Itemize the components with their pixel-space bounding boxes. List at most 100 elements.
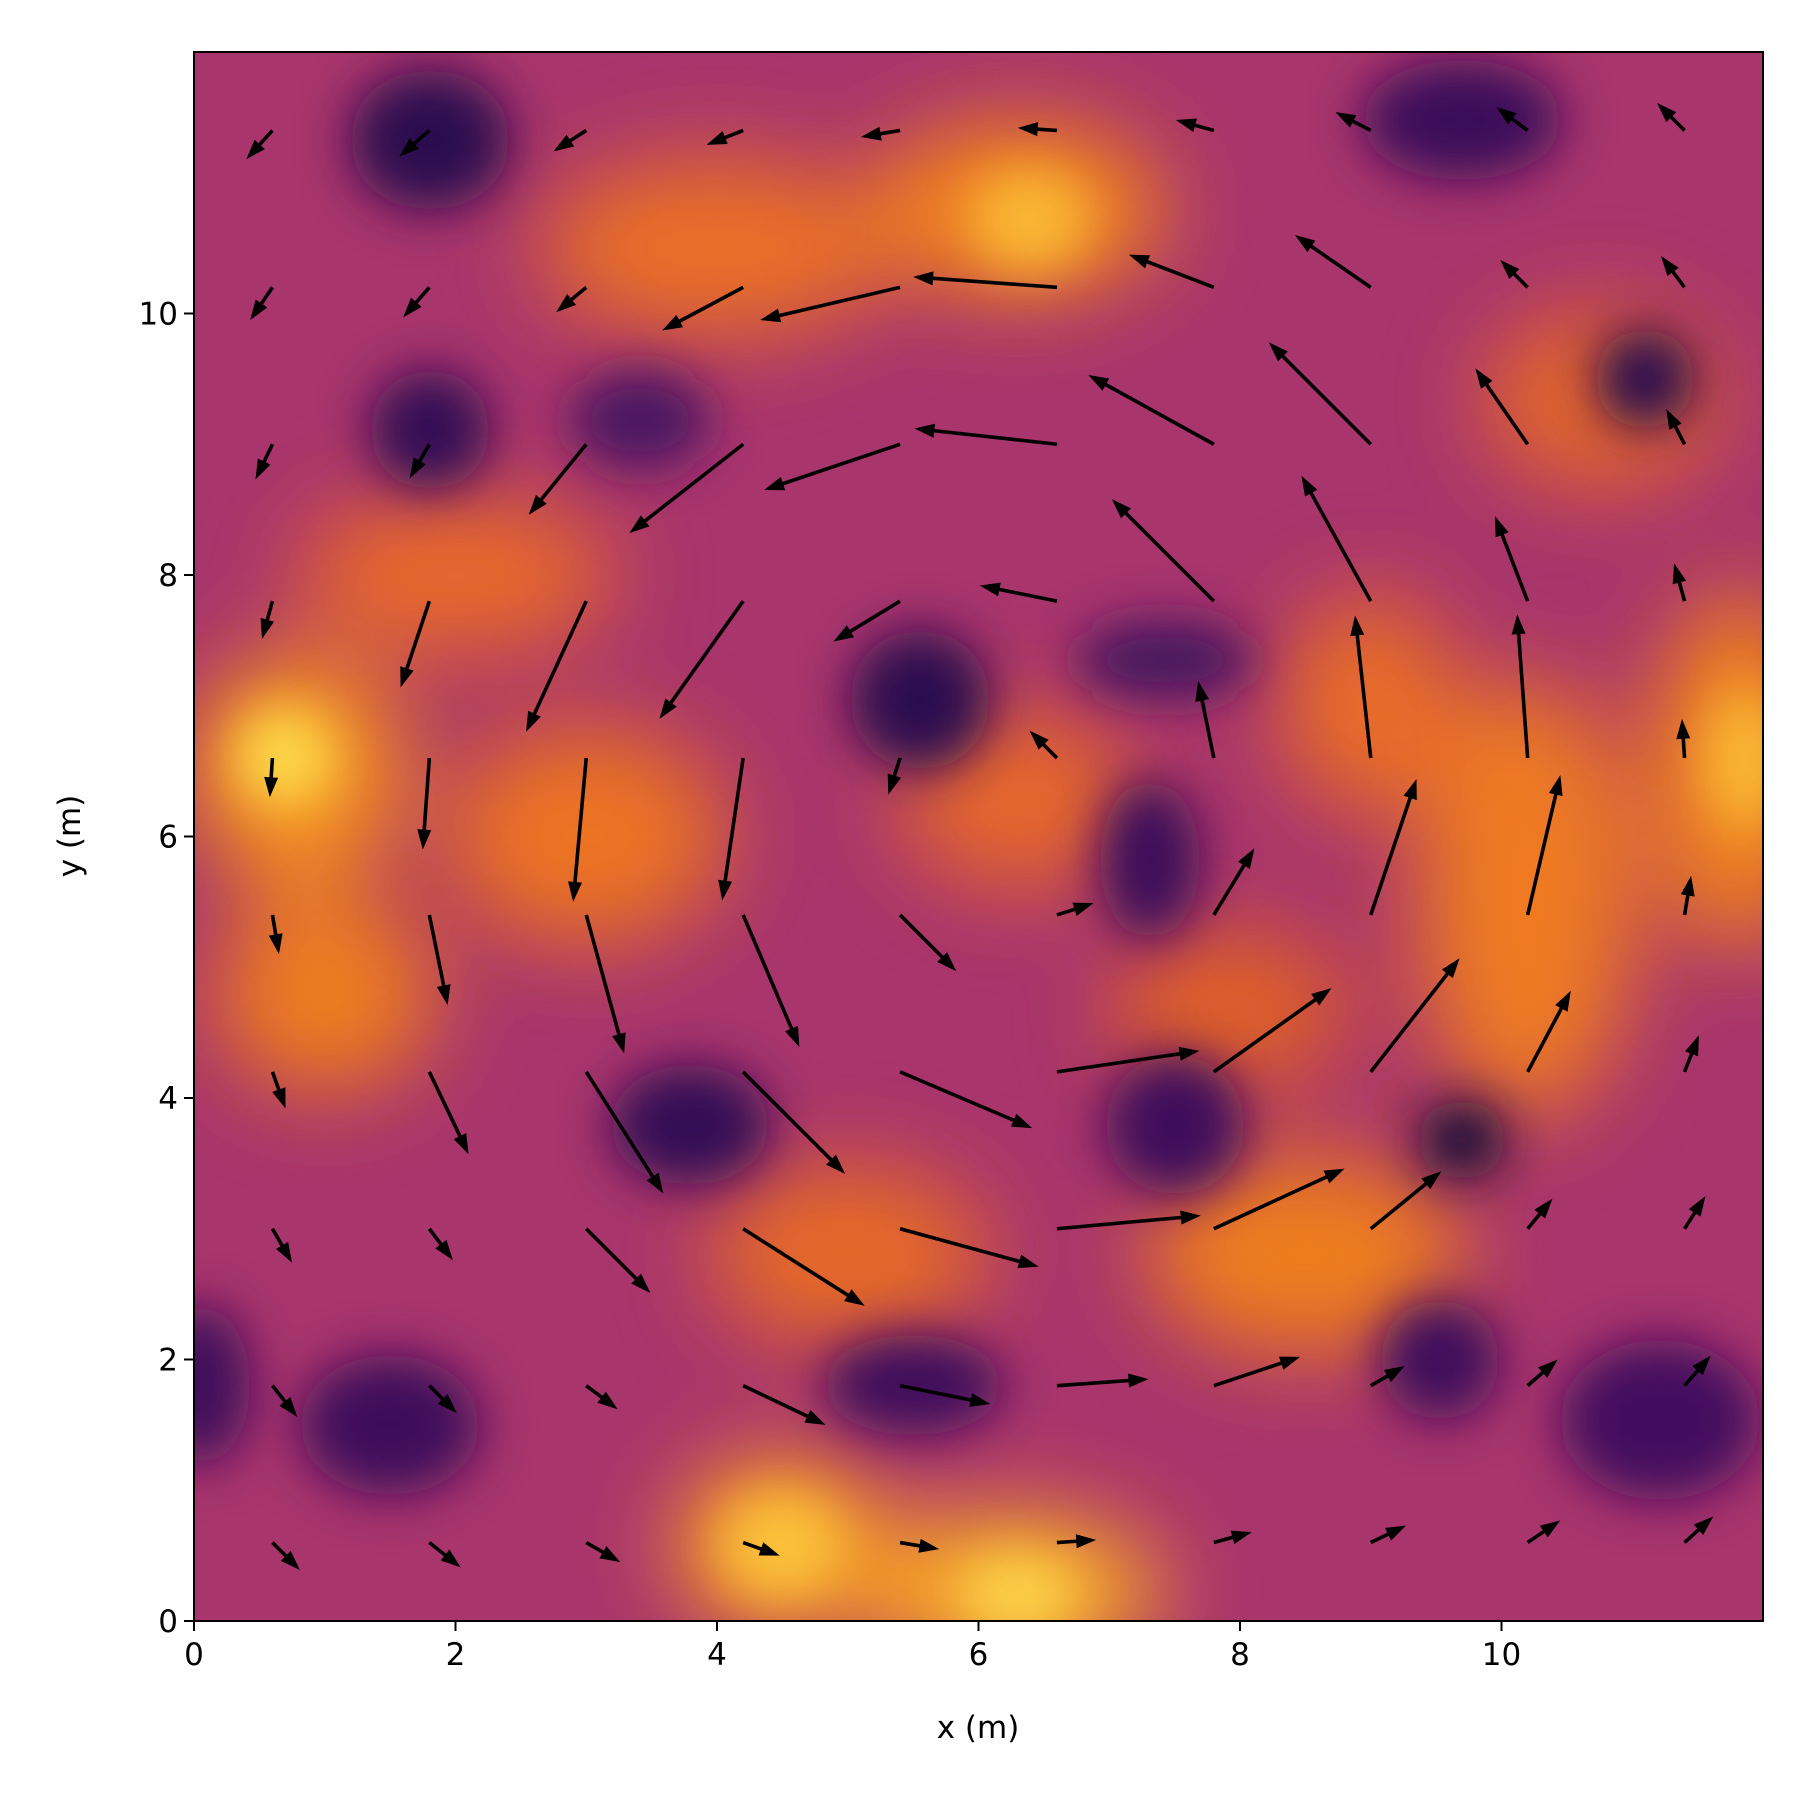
hot-spot (722, 1495, 842, 1595)
arrow (1017, 122, 1058, 137)
arrow (706, 128, 744, 145)
arrow (1369, 1366, 1405, 1388)
arrow (914, 423, 1058, 447)
arrow (1683, 1196, 1706, 1230)
warm-blob (295, 495, 615, 655)
arrow (399, 129, 431, 157)
cool-blob (823, 1335, 1003, 1435)
arrow (899, 1227, 1039, 1269)
arrow (1350, 615, 1373, 759)
arrow (1496, 106, 1529, 132)
arrow (260, 600, 275, 640)
arrow (1212, 988, 1332, 1074)
arrow (400, 600, 432, 688)
arrow (1335, 112, 1372, 133)
warm-blob (1417, 680, 1637, 1120)
arrow (1213, 1168, 1345, 1231)
arrow (428, 1541, 461, 1568)
field-hot-spots (235, 170, 1763, 1621)
arrow (428, 1384, 457, 1414)
x-tick-label: 10 (1482, 1637, 1521, 1673)
arrow (1056, 1046, 1200, 1074)
arrow (427, 914, 451, 1006)
arrow (1111, 499, 1216, 603)
scalar-field (194, 52, 1763, 1621)
arrow (1526, 990, 1571, 1073)
hot-spot (235, 707, 335, 807)
arrow (1683, 1355, 1711, 1387)
cool-blob (1595, 329, 1695, 429)
x-tick-label: 8 (1230, 1637, 1250, 1673)
x-axis-label: x (m) (937, 1710, 1020, 1746)
cool-blob (850, 630, 990, 770)
warm-blob (446, 726, 726, 946)
arrow (899, 1383, 991, 1407)
arrow (271, 1541, 300, 1571)
arrow (1369, 1171, 1442, 1231)
y-tick-label: 4 (158, 1081, 178, 1117)
arrow (629, 442, 745, 534)
arrow (1294, 235, 1372, 289)
arrow (1526, 1520, 1561, 1545)
arrow (556, 285, 588, 313)
cool-blob (610, 1065, 770, 1185)
field-warm-regions (194, 119, 1763, 1621)
cool-blob (300, 1355, 480, 1495)
arrow (417, 757, 432, 850)
arrow (760, 285, 901, 323)
arrow (1088, 374, 1215, 446)
arrow (585, 1540, 621, 1563)
arrow (1666, 408, 1687, 446)
cool-blob (1417, 1100, 1507, 1180)
arrow (1526, 1359, 1558, 1388)
quiver (246, 102, 1714, 1571)
y-tick-label: 10 (139, 297, 178, 333)
y-tick-label: 6 (158, 820, 178, 856)
arrow (659, 600, 745, 719)
warm-blob (708, 1165, 988, 1345)
x-tick-label: 4 (707, 1637, 727, 1673)
arrow (427, 1071, 469, 1155)
arrow (718, 757, 745, 901)
arrow (246, 129, 274, 160)
cool-blob (1380, 1300, 1500, 1420)
arrow (250, 286, 274, 321)
cool-blob (570, 370, 710, 470)
cool-blob (194, 1305, 250, 1465)
arrow (913, 271, 1058, 290)
arrow (979, 582, 1058, 603)
y-tick-label: 0 (158, 1604, 178, 1640)
arrow (764, 442, 901, 491)
arrow (584, 1227, 651, 1293)
arrow (1029, 730, 1059, 760)
arrow (1369, 1525, 1407, 1545)
arrow (528, 443, 588, 515)
cool-blob (1075, 620, 1255, 700)
arrow (255, 443, 275, 480)
x-tick-label: 6 (969, 1637, 989, 1673)
arrow (1526, 1198, 1553, 1230)
arrow (264, 757, 279, 798)
hot-spot (1705, 690, 1763, 830)
arrow (270, 1071, 286, 1109)
x-tick-label: 0 (184, 1637, 204, 1673)
arrow (1301, 475, 1373, 603)
arrow (1672, 563, 1687, 602)
arrow (1212, 848, 1255, 916)
arrow (1369, 778, 1417, 916)
arrow (584, 1070, 664, 1194)
arrow (899, 1070, 1033, 1129)
arrow (1661, 255, 1686, 289)
arrow (899, 1538, 940, 1553)
warm-blob (215, 893, 435, 1093)
cool-blob (350, 70, 510, 210)
arrow (1056, 1373, 1149, 1388)
arrow (898, 913, 957, 972)
hot-spot (958, 1555, 1078, 1621)
arrow (662, 285, 744, 331)
arrow (1369, 958, 1460, 1073)
arrow (1511, 614, 1530, 759)
arrow (268, 914, 283, 955)
arrow (887, 757, 902, 795)
